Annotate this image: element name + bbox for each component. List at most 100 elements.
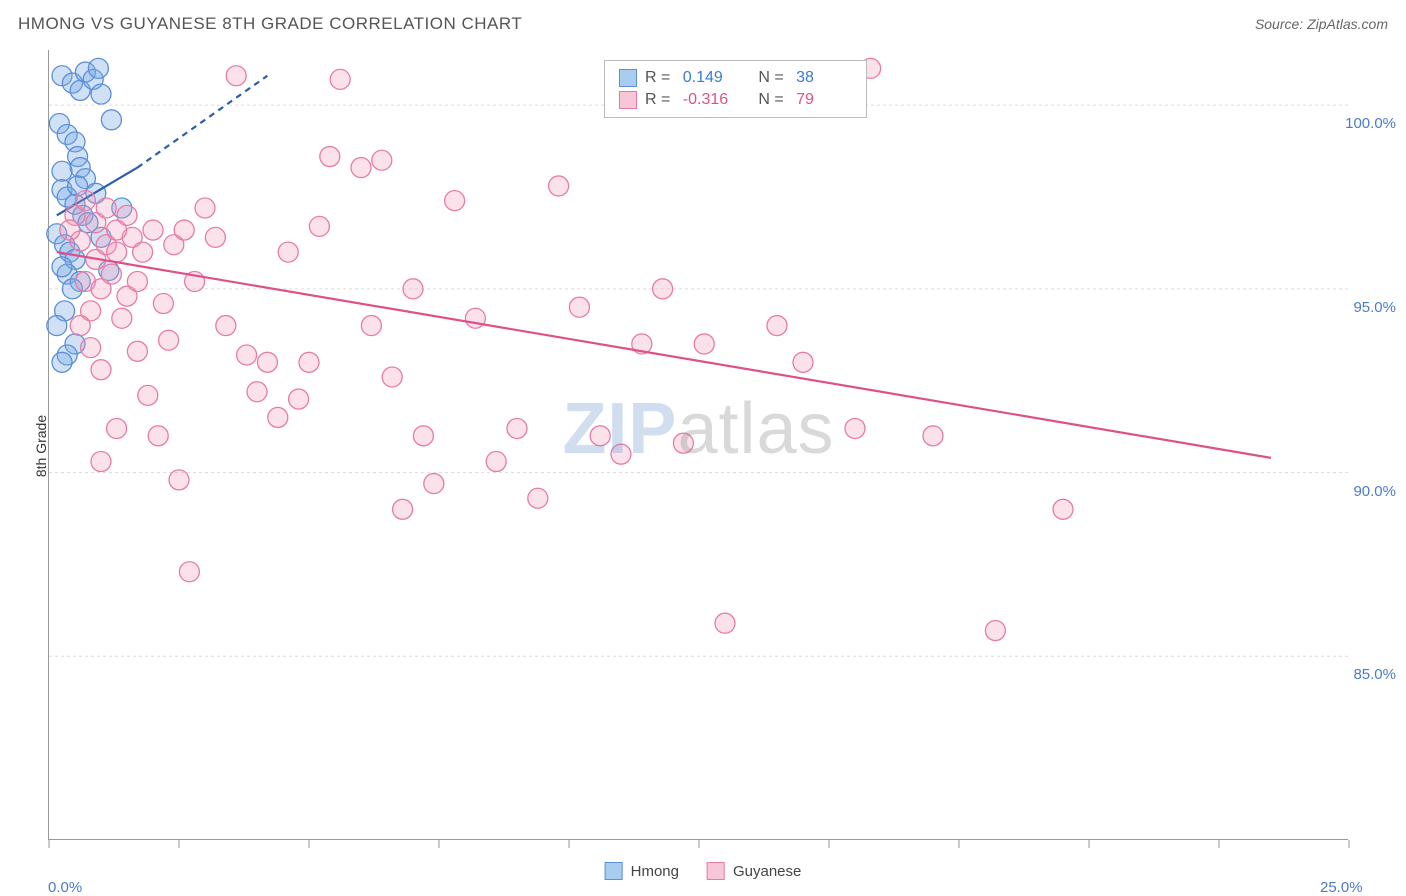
- scatter-point: [91, 84, 111, 104]
- scatter-point: [81, 338, 101, 358]
- scatter-point: [247, 382, 267, 402]
- scatter-point: [52, 257, 72, 277]
- scatter-point: [143, 220, 163, 240]
- correlation-legend: R = 0.149 N = 38 R = -0.316N = 79: [604, 60, 867, 118]
- y-tick-label: 85.0%: [1316, 666, 1396, 683]
- legend-item: Guyanese: [707, 862, 801, 880]
- scatter-point: [278, 242, 298, 262]
- scatter-point: [117, 205, 137, 225]
- scatter-point: [133, 242, 153, 262]
- scatter-point: [985, 621, 1005, 641]
- scatter-point: [91, 360, 111, 380]
- r-label: R =: [645, 91, 670, 109]
- scatter-point: [195, 198, 215, 218]
- scatter-point: [153, 294, 173, 314]
- scatter-point: [330, 69, 350, 89]
- y-tick-label: 100.0%: [1316, 115, 1396, 132]
- scatter-point: [112, 308, 132, 328]
- scatter-point: [47, 316, 67, 336]
- scatter-point: [52, 352, 72, 372]
- scatter-point: [257, 352, 277, 372]
- scatter-point: [590, 426, 610, 446]
- scatter-point: [159, 330, 179, 350]
- x-tick-label: 0.0%: [48, 879, 82, 896]
- legend-item: Hmong: [605, 862, 679, 880]
- plot-area: ZIPatlas R = 0.149N = 38R = -0.316N = 79: [48, 50, 1348, 840]
- y-tick-label: 90.0%: [1316, 483, 1396, 500]
- scatter-point: [52, 161, 72, 181]
- n-value: 38: [792, 69, 852, 87]
- scatter-point: [445, 191, 465, 211]
- scatter-point: [216, 316, 236, 336]
- scatter-point: [507, 418, 527, 438]
- scatter-point: [237, 345, 257, 365]
- scatter-point: [351, 158, 371, 178]
- scatter-point: [174, 220, 194, 240]
- series-swatch: [619, 69, 637, 87]
- source-label: Source: ZipAtlas.com: [1255, 16, 1388, 32]
- scatter-point: [75, 191, 95, 211]
- scatter-point: [923, 426, 943, 446]
- scatter-point: [486, 452, 506, 472]
- r-value: 0.149: [678, 69, 738, 87]
- scatter-point: [88, 58, 108, 78]
- scatter-point: [205, 227, 225, 247]
- scatter-point: [101, 110, 121, 130]
- scatter-point: [289, 389, 309, 409]
- legend-label: Hmong: [631, 863, 679, 880]
- scatter-point: [107, 242, 127, 262]
- scatter-point: [393, 499, 413, 519]
- scatter-point: [60, 220, 80, 240]
- scatter-point: [611, 444, 631, 464]
- scatter-point: [569, 297, 589, 317]
- scatter-svg: [49, 50, 1348, 839]
- scatter-point: [715, 613, 735, 633]
- n-value: 79: [792, 91, 852, 109]
- scatter-point: [694, 334, 714, 354]
- r-label: R =: [645, 69, 670, 87]
- scatter-point: [653, 279, 673, 299]
- scatter-point: [148, 426, 168, 446]
- scatter-point: [91, 452, 111, 472]
- scatter-point: [403, 279, 423, 299]
- scatter-point: [127, 341, 147, 361]
- scatter-point: [382, 367, 402, 387]
- scatter-point: [169, 470, 189, 490]
- scatter-point: [226, 66, 246, 86]
- scatter-point: [179, 562, 199, 582]
- scatter-point: [70, 316, 90, 336]
- scatter-point: [309, 216, 329, 236]
- series-swatch: [619, 91, 637, 109]
- scatter-point: [1053, 499, 1073, 519]
- scatter-point: [793, 352, 813, 372]
- series-legend: Hmong Guyanese: [605, 862, 802, 880]
- trend-line-extension: [137, 76, 267, 168]
- x-tick-label: 25.0%: [1320, 879, 1363, 896]
- scatter-point: [372, 150, 392, 170]
- series-swatch: [605, 862, 623, 880]
- scatter-point: [424, 474, 444, 494]
- scatter-point: [320, 147, 340, 167]
- legend-label: Guyanese: [733, 863, 801, 880]
- y-tick-label: 95.0%: [1316, 299, 1396, 316]
- scatter-point: [299, 352, 319, 372]
- scatter-point: [549, 176, 569, 196]
- chart-title: HMONG VS GUYANESE 8TH GRADE CORRELATION …: [18, 14, 522, 34]
- scatter-point: [96, 198, 116, 218]
- y-axis-label: 8th Grade: [33, 415, 49, 477]
- scatter-point: [845, 418, 865, 438]
- scatter-point: [767, 316, 787, 336]
- scatter-point: [361, 316, 381, 336]
- n-label: N =: [758, 91, 783, 109]
- n-label: N =: [758, 69, 783, 87]
- legend-stats-row: R = -0.316N = 79: [619, 89, 852, 111]
- chart-header: HMONG VS GUYANESE 8TH GRADE CORRELATION …: [0, 0, 1406, 42]
- legend-stats-row: R = 0.149 N = 38: [619, 67, 852, 89]
- scatter-point: [138, 385, 158, 405]
- scatter-point: [101, 264, 121, 284]
- scatter-point: [127, 271, 147, 291]
- scatter-point: [528, 488, 548, 508]
- series-swatch: [707, 862, 725, 880]
- scatter-point: [107, 418, 127, 438]
- scatter-point: [673, 433, 693, 453]
